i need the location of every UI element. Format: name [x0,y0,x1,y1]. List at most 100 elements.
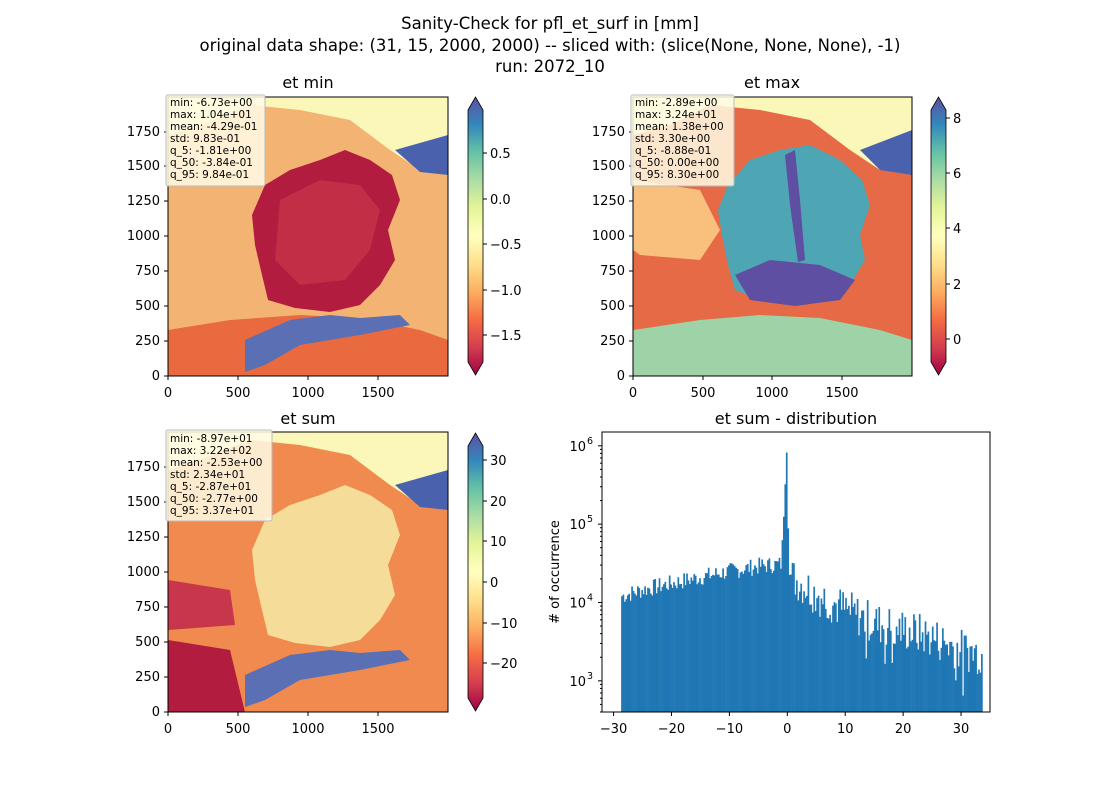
panel-title: et sum [280,409,335,428]
hist-bar [798,591,801,712]
colorbar-bar [467,96,484,376]
hist-bar [891,662,894,712]
hist-bar [793,563,795,712]
hist-bar [910,641,912,712]
hist-bar [895,626,898,712]
hist-bar [949,641,951,712]
hist-bar [956,642,959,712]
hist-bar [889,630,892,712]
y-tick-label: 1250 [592,194,625,209]
figure-title-line-2: original data shape: (31, 15, 2000, 2000… [200,36,901,55]
hist-bar [677,577,680,712]
hist-bar [775,561,778,712]
hist-bar [758,557,761,712]
map-sea-north [633,97,912,170]
hist-bar [768,558,771,712]
x-tick-label: 1500 [361,386,394,401]
hist-bar [632,591,635,712]
hist-bar [856,598,859,712]
map-west [168,580,235,630]
hist-bar [654,578,657,712]
stats-box: min: -8.97e+01 max: 3.22e+02 mean: -2.53… [165,429,273,522]
hist-bar [866,600,869,712]
hist-bar [813,586,816,712]
colorbar-tick-label: 10 [490,535,507,550]
hist-bar [804,597,807,712]
hist-bar [810,604,813,712]
colorbar-ticks [483,459,487,664]
x-tick-label: 1000 [291,386,324,401]
x-tick-label: −10 [716,722,743,737]
hist-bar [713,575,716,712]
x-tick-label: 0 [629,386,637,401]
y-tick-label: 1500 [127,159,160,174]
hist-bar [921,632,924,712]
hist-bar [634,593,636,712]
hist-bar [924,621,927,712]
hist-bar [639,597,642,712]
hist-bar [941,628,944,712]
stats-line: min: -2.89e+00 [635,97,717,109]
hist-bar [761,559,764,712]
hist-bar [835,603,837,712]
stats-line: max: 3.24e+01 [635,109,717,121]
hist-bar [759,566,762,712]
hist-bar [771,573,774,712]
hist-bar [937,650,940,712]
hist-bar [794,594,797,712]
hist-bar [902,634,905,712]
hist-bar [943,640,946,712]
hist-bar [739,572,742,712]
hist-bar [709,578,711,712]
hist-bar [911,639,914,712]
hist-bar [697,582,700,712]
map-blue-north [395,470,448,510]
hist-bar [725,575,727,712]
stats-line: q_95: 9.84e-01 [170,169,249,181]
hist-bar [858,635,860,712]
hist-bar [918,614,921,712]
hist-bar [796,580,798,712]
y-axis: 0 250 500 750 1000 1250 1500 1750 [127,460,168,720]
hist-bar [927,631,930,712]
hist-bar [928,654,931,712]
hist-bar [637,586,639,712]
hist-bar [703,577,706,712]
colorbar-tick-label: 0 [953,333,961,348]
hist-bar [733,566,736,712]
x-tick-label: 20 [895,722,912,737]
figure-title-line-3: run: 2072_10 [495,57,605,77]
hist-bar [791,562,794,712]
hist-bar [900,640,902,712]
map-blue-band [245,650,410,707]
hist-bar [650,593,652,712]
hist-bar [683,573,685,712]
y-tick-label: 250 [135,334,160,349]
colorbar-tick-label: 8 [953,112,961,127]
x-tick-label: −30 [600,722,627,737]
stats-line: min: -6.73e+00 [170,97,252,109]
hist-bar [907,646,910,712]
hist-bar [819,616,821,712]
map-blue-band [245,315,410,372]
hist-bar [898,618,901,712]
hist-bar [728,565,730,712]
figure-title-line-1: Sanity-Check for pfl_et_surf in [mm] [401,14,699,34]
hist-bar [879,642,882,712]
hist-bar [749,559,752,712]
colorbar: 8 6 4 2 0 [930,96,961,376]
stats-line: q_50: -2.77e+00 [170,493,258,505]
hist-bar [751,575,753,712]
hist-bar [706,573,709,712]
colorbar-ticks [483,152,487,336]
hist-bar [676,588,678,712]
hist-bar [765,571,768,712]
stats-line: q_5: -2.87e+01 [170,481,251,493]
hist-bar [953,668,956,712]
map-southwest [168,640,245,712]
hist-bar [658,578,661,712]
hist-bar [690,577,693,712]
hist-bar [628,593,631,712]
